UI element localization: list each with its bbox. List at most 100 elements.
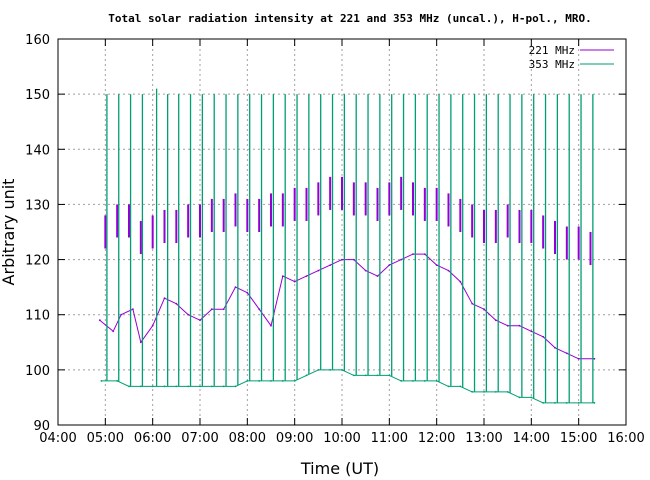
data-point-221-mhz	[518, 324, 521, 327]
legend-label-353-mhz: 353 MHz	[529, 58, 575, 71]
data-point-353-mhz	[100, 380, 103, 382]
data-point-353-mhz	[128, 385, 130, 388]
data-point-353-mhz	[435, 380, 438, 382]
chart-title: Total solar radiation intensity at 221 a…	[108, 12, 591, 25]
data-point-353-mhz	[139, 385, 142, 388]
data-point-221-mhz	[412, 253, 414, 256]
data-point-353-mhz	[151, 385, 154, 388]
y-ticks: 90 100 110 120 130 140 150 160	[25, 33, 626, 434]
data-point-221-mhz	[341, 258, 343, 261]
data-point-221-mhz	[246, 291, 249, 294]
data-point-353-mhz	[471, 391, 474, 393]
y-tick-label: 100	[25, 364, 50, 379]
y-tick-label: 150	[25, 88, 50, 103]
data-point-353-mhz	[305, 374, 308, 377]
data-point-221-mhz	[593, 357, 596, 360]
data-point-353-mhz	[210, 385, 213, 388]
legend-label-221-mhz: 221 MHz	[529, 44, 575, 57]
data-point-221-mhz	[175, 302, 178, 305]
plot-series	[98, 88, 596, 404]
data-point-221-mhz	[305, 275, 308, 277]
x-tick-label: 04:00	[39, 431, 76, 446]
series-353-mhz	[100, 88, 596, 404]
x-tick-label: 05:00	[87, 431, 124, 446]
data-point-221-mhz	[459, 280, 462, 283]
x-axis-label: Time (UT)	[300, 459, 379, 478]
data-point-353-mhz	[222, 385, 225, 388]
data-point-221-mhz	[376, 275, 379, 277]
data-point-353-mhz	[388, 374, 391, 377]
series-221-mhz	[98, 176, 596, 360]
data-point-221-mhz	[187, 313, 190, 316]
x-tick-label: 10:00	[323, 431, 360, 446]
data-point-221-mhz	[483, 308, 485, 311]
data-point-353-mhz	[506, 391, 509, 393]
y-tick-label: 130	[25, 198, 50, 213]
x-tick-label: 06:00	[134, 431, 171, 446]
data-point-353-mhz	[246, 380, 249, 382]
x-tick-label: 09:00	[276, 431, 313, 446]
data-point-353-mhz	[483, 391, 485, 393]
grid	[58, 39, 626, 425]
data-point-221-mhz	[258, 308, 261, 311]
x-tick-label: 08:00	[229, 431, 266, 446]
data-point-353-mhz	[412, 380, 414, 382]
data-point-221-mhz	[530, 330, 533, 333]
data-point-221-mhz	[506, 324, 509, 327]
y-axis-label: Arbitrary unit	[0, 179, 18, 286]
data-point-353-mhz	[317, 369, 320, 371]
data-point-353-mhz	[163, 385, 166, 388]
data-point-221-mhz	[400, 258, 403, 261]
data-point-353-mhz	[542, 402, 545, 404]
data-point-221-mhz	[447, 269, 450, 272]
data-point-221-mhz	[234, 286, 237, 288]
data-point-221-mhz	[329, 264, 332, 266]
data-point-353-mhz	[187, 385, 190, 388]
data-point-353-mhz	[494, 391, 497, 393]
data-point-221-mhz	[388, 264, 391, 266]
data-point-221-mhz	[281, 275, 284, 277]
data-point-353-mhz	[329, 369, 332, 371]
data-point-221-mhz	[471, 302, 474, 305]
data-point-221-mhz	[435, 264, 438, 266]
data-point-353-mhz	[270, 380, 272, 382]
data-point-353-mhz	[423, 380, 426, 382]
data-point-353-mhz	[281, 380, 284, 382]
data-point-221-mhz	[112, 330, 115, 333]
data-point-221-mhz	[222, 308, 225, 311]
data-point-221-mhz	[577, 357, 580, 360]
x-tick-label: 07:00	[181, 431, 218, 446]
data-point-221-mhz	[98, 319, 101, 322]
data-point-221-mhz	[423, 253, 426, 256]
data-point-353-mhz	[234, 385, 237, 388]
x-tick-label: 13:00	[465, 431, 502, 446]
x-tick-label: 11:00	[371, 431, 408, 446]
data-point-221-mhz	[199, 319, 201, 322]
data-point-221-mhz	[554, 346, 556, 349]
data-point-221-mhz	[364, 269, 367, 272]
data-point-221-mhz	[270, 324, 272, 327]
data-point-353-mhz	[199, 385, 201, 388]
x-tick-label: 16:00	[607, 431, 644, 446]
data-point-221-mhz	[132, 308, 134, 311]
data-point-353-mhz	[577, 402, 580, 404]
data-point-353-mhz	[352, 374, 355, 377]
y-tick-label: 140	[25, 143, 50, 158]
data-point-353-mhz	[518, 396, 521, 399]
x-tick-label: 14:00	[513, 431, 550, 446]
data-point-353-mhz	[447, 385, 450, 388]
data-point-221-mhz	[542, 335, 545, 338]
data-point-221-mhz	[293, 280, 296, 283]
data-point-221-mhz	[151, 324, 154, 327]
data-point-353-mhz	[341, 369, 343, 371]
data-point-353-mhz	[376, 374, 379, 377]
data-point-353-mhz	[400, 380, 403, 382]
data-point-221-mhz	[139, 341, 142, 344]
y-tick-label: 160	[25, 33, 50, 48]
data-point-353-mhz	[293, 380, 296, 382]
data-point-221-mhz	[163, 297, 166, 300]
data-point-353-mhz	[565, 402, 568, 404]
